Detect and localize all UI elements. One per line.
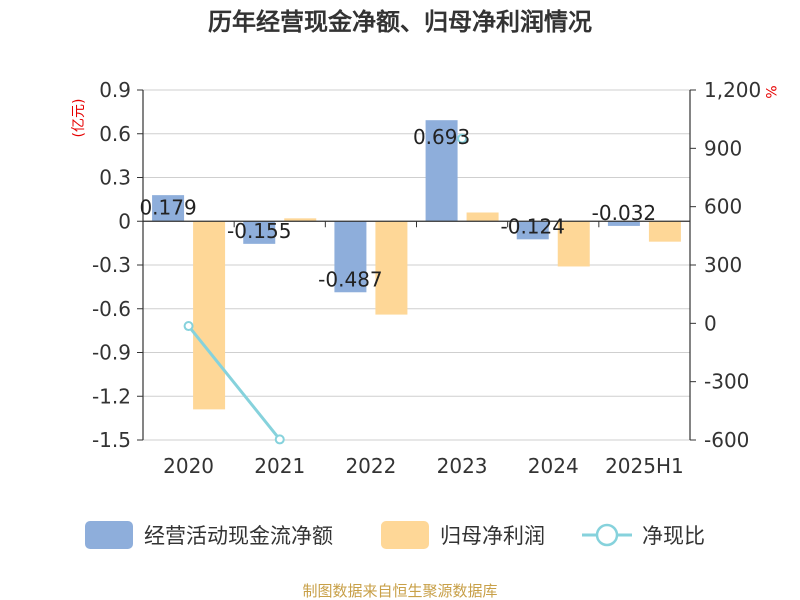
legend-label-net-profit: 归母净利润 <box>440 524 545 548</box>
data-label: -0.155 <box>227 219 291 243</box>
line-segment <box>187 325 281 441</box>
right-axis-tick-label: -300 <box>704 370 749 394</box>
bar-net-profit <box>648 221 681 242</box>
bar-cash-flow <box>425 120 458 222</box>
line-point <box>274 434 285 445</box>
bar-cash-flow <box>243 221 276 244</box>
legend-swatch-cash-flow <box>85 521 133 549</box>
bar-net-profit <box>193 221 226 410</box>
bar-cash-flow <box>607 221 640 226</box>
data-label: 0.693 <box>413 125 470 149</box>
right-axis-tick-label: 1,200 <box>704 78 761 102</box>
left-axis-unit: (亿元) <box>71 99 87 138</box>
right-axis-tick-label: 300 <box>704 253 742 277</box>
right-axis-tick-label: -600 <box>704 428 749 452</box>
x-axis-label: 2021 <box>254 454 305 478</box>
left-axis-tick-label: 0.3 <box>99 166 131 190</box>
bar-net-profit <box>557 221 590 267</box>
right-axis-tick-label: 0 <box>704 311 717 335</box>
x-axis-label: 2022 <box>345 454 396 478</box>
left-axis-tick-label: -0.9 <box>92 341 131 365</box>
axes: 0.9 0.6 0.3 0 -0.3 -0.6 -0.9 -1.2 -1.5 1,200 900 60… <box>92 78 761 478</box>
data-label: -0.032 <box>592 201 656 225</box>
data-label: -0.487 <box>318 267 382 291</box>
bar-net-profit <box>466 212 499 222</box>
legend-label-cash-flow: 经营活动现金流净额 <box>144 524 333 548</box>
x-axis-label: 2025H1 <box>605 454 684 478</box>
left-axis-tick-label: 0.9 <box>99 78 131 102</box>
bar-net-profit <box>375 221 408 315</box>
line-point <box>183 321 194 332</box>
bar-series <box>152 120 681 410</box>
line-series <box>183 133 468 445</box>
bar-cash-flow <box>334 221 367 293</box>
legend-marker-ratio <box>595 523 619 547</box>
left-axis-tick-label: -1.5 <box>92 428 131 452</box>
source-note: 制图数据来自恒生聚源数据库 <box>302 582 497 600</box>
right-axis-unit: % <box>762 85 778 98</box>
left-axis-tick-label: -0.6 <box>92 297 131 321</box>
data-labels: 0.179 -0.155 -0.487 0.693 -0.124 -0.032 <box>139 125 656 291</box>
line-point <box>457 133 468 144</box>
legend-swatch-net-profit <box>381 521 429 549</box>
legend-label-ratio: 净现比 <box>642 524 705 548</box>
bar-net-profit <box>284 218 317 222</box>
left-axis-tick-label: 0 <box>118 209 131 233</box>
left-axis-tick-label: -1.2 <box>92 384 131 408</box>
chart-title: 历年经营现金净额、归母净利润情况 <box>208 8 592 36</box>
right-axis-tick-label: 600 <box>704 195 742 219</box>
data-label: 0.179 <box>139 195 196 219</box>
left-axis-tick-label: -0.3 <box>92 253 131 277</box>
left-axis-tick-label: 0.6 <box>99 122 131 146</box>
x-axis-label: 2020 <box>163 454 214 478</box>
bar-cash-flow <box>516 221 549 240</box>
right-axis-tick-label: 900 <box>704 136 742 160</box>
x-axis-label: 2023 <box>437 454 488 478</box>
data-label: -0.124 <box>501 214 565 238</box>
legend: 经营活动现金流净额 归母净利润 净现比 <box>85 521 705 549</box>
bar-cash-flow <box>152 195 185 222</box>
x-axis-label: 2024 <box>528 454 579 478</box>
